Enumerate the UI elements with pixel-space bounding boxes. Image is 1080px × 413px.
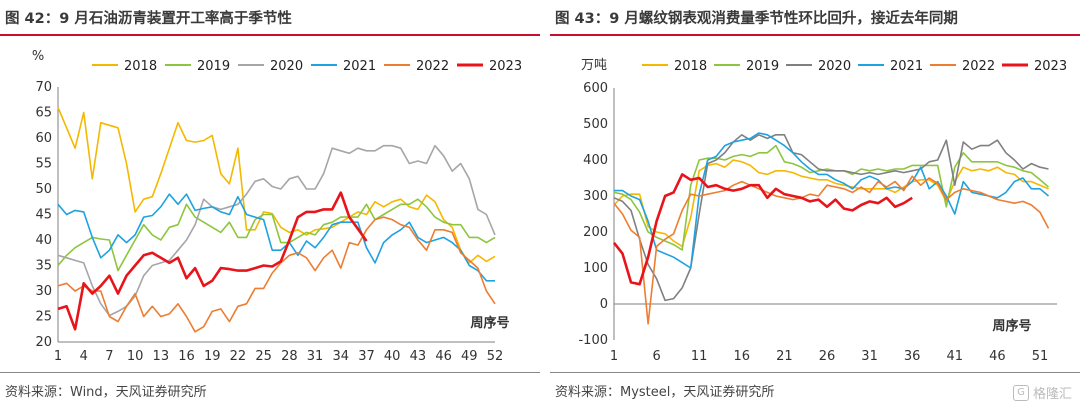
legend-label: 2021 [343,59,376,74]
title-divider [550,34,1080,36]
x-tick-label: 41 [946,349,963,364]
watermark-text: 格隆汇 [1032,387,1072,402]
x-tick-label: 16 [734,349,751,364]
legend-label: 2022 [416,59,449,74]
title-divider [0,34,540,36]
series-line-2019 [613,144,1050,251]
source-divider [550,372,1080,373]
legend-label: 2018 [674,59,707,74]
y-tick-label: 50 [35,182,52,197]
logo-icon: G [1012,384,1029,401]
y-tick-label: 100 [583,261,608,276]
legend-label: 2022 [962,59,995,74]
y-unit-label: 万吨 [581,58,607,73]
y-tick-label: 30 [35,284,52,299]
x-tick-label: 11 [691,349,708,364]
x-axis-title: 周序号 [470,315,509,331]
series-line-2022 [57,216,496,333]
y-tick-label: 60 [35,131,52,146]
watermark: G 格隆汇 [1012,383,1072,402]
y-tick-label: 600 [583,81,608,96]
legend-label: 2019 [746,59,779,74]
y-tick-label: 0 [600,297,608,312]
y-tick-label: 65 [35,106,52,121]
series-line-2022 [613,175,1050,325]
x-tick-label: 19 [204,349,221,364]
legend-label: 2020 [270,59,303,74]
chart-title: 图 42：9 月石油沥青装置开工率高于季节性 [5,10,292,27]
y-tick-label: 70 [35,80,52,95]
chart-panel-rebar: 图 43：9 月螺纹钢表观消费量季节性环比回升，接近去年同期 -100 0 100 2… [550,0,1080,413]
series-line-2018 [613,159,1049,248]
x-tick-label: 7 [105,349,113,364]
x-tick-label: 49 [461,349,478,364]
x-tick-label: 31 [861,349,878,364]
x-tick-label: 26 [819,349,836,364]
legend-label: 2023 [489,59,522,74]
chart-title: 图 43：9 月螺纹钢表观消费量季节性环比回升，接近去年同期 [555,10,958,27]
y-tick-label: 200 [583,225,608,240]
x-tick-label: 28 [281,349,298,364]
y-tick-label: -100 [578,333,608,348]
chart-title-bar: 图 43：9 月螺纹钢表观消费量季节性环比回升，接近去年同期 [550,0,1080,34]
series-line-2019 [57,198,496,272]
y-tick-label: 500 [583,117,608,132]
legend-label: 2020 [818,59,851,74]
y-tick-label: 300 [583,189,608,204]
legend-label: 2021 [890,59,923,74]
y-tick-label: 55 [35,157,52,172]
x-tick-label: 16 [178,349,195,364]
x-tick-label: 1 [54,349,62,364]
x-tick-label: 37 [358,349,375,364]
y-tick-label: 35 [35,259,52,274]
legend-label: 2018 [124,59,157,74]
series-line-2021 [57,193,495,282]
legend-label: 2023 [1034,59,1067,74]
y-tick-label: 45 [35,208,52,223]
x-tick-label: 13 [153,349,170,364]
source-note: 资料来源：Wind，天风证券研究所 [5,385,207,400]
x-tick-label: 1 [610,349,618,364]
series-line-2021 [614,132,1050,269]
series-line-2020 [613,134,1049,302]
y-unit-label: % [32,49,44,64]
y-tick-label: 20 [35,335,52,350]
y-tick-label: 40 [35,233,52,248]
legend-label: 2019 [197,59,230,74]
x-tick-label: 31 [307,349,324,364]
x-tick-label: 40 [384,349,401,364]
chart-title-bar: 图 42：9 月石油沥青装置开工率高于季节性 [0,0,540,34]
x-tick-label: 34 [332,349,349,364]
x-tick-label: 22 [230,349,247,364]
y-tick-label: 400 [583,153,608,168]
x-tick-label: 51 [1032,349,1049,364]
x-tick-label: 52 [487,349,504,364]
x-tick-label: 21 [776,349,793,364]
x-tick-label: 43 [410,349,427,364]
x-tick-label: 46 [435,349,452,364]
x-tick-label: 6 [652,349,660,364]
series-line-2023 [57,191,368,331]
asphalt-line-chart: 20 25 30 35 40 45 50 55 60 65 70% 1 4 7 10 13 16 19 22 25 28… [32,49,522,364]
x-tick-label: 4 [80,349,88,364]
y-tick-label: 25 [35,310,52,325]
x-tick-label: 36 [904,349,921,364]
x-tick-label: 46 [989,349,1006,364]
x-tick-label: 25 [255,349,272,364]
source-divider [0,372,540,373]
source-note: 资料来源：Mysteel，天风证券研究所 [555,385,775,400]
x-axis-title: 周序号 [992,318,1031,334]
series-line-2023 [612,173,913,286]
x-tick-label: 10 [127,349,144,364]
chart-panel-asphalt: 图 42：9 月石油沥青装置开工率高于季节性 20 25 30 35 40 45 50 55 6… [0,0,540,400]
